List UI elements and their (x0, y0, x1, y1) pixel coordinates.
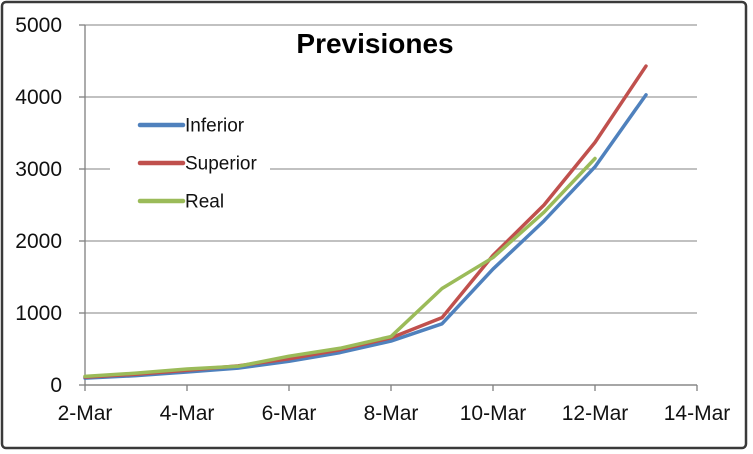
y-tick-label: 4000 (15, 86, 62, 109)
y-tick-label: 0 (50, 374, 62, 397)
x-tick-label: 10-Mar (460, 402, 527, 425)
x-tick-label: 12-Mar (562, 402, 629, 425)
x-tick-label: 6-Mar (262, 402, 317, 425)
x-tick-label: 4-Mar (160, 402, 215, 425)
x-tick-label: 14-Mar (664, 402, 731, 425)
y-tick-label: 3000 (15, 158, 62, 181)
x-tick-label: 8-Mar (364, 402, 419, 425)
series-line-real (83, 156, 597, 379)
legend-box (110, 103, 270, 217)
legend-label-superior: Superior (185, 154, 257, 175)
series-lines-group (83, 64, 648, 380)
x-tick-label: 2-Mar (58, 402, 113, 425)
legend-group: Inferior Superior Real (110, 103, 270, 217)
axes-group (79, 24, 698, 391)
y-tick-label: 1000 (15, 302, 62, 325)
y-tick-label: 2000 (15, 230, 62, 253)
chart-title: Previsiones (296, 28, 453, 59)
y-tick-label: 5000 (15, 14, 62, 37)
legend-label-real: Real (185, 192, 224, 213)
legend-label-inferior: Inferior (185, 116, 245, 137)
axis-labels-group: 0 1000 2000 3000 4000 5000 2-Mar 4-Mar 6-Mar 8-Ma… (15, 14, 730, 425)
